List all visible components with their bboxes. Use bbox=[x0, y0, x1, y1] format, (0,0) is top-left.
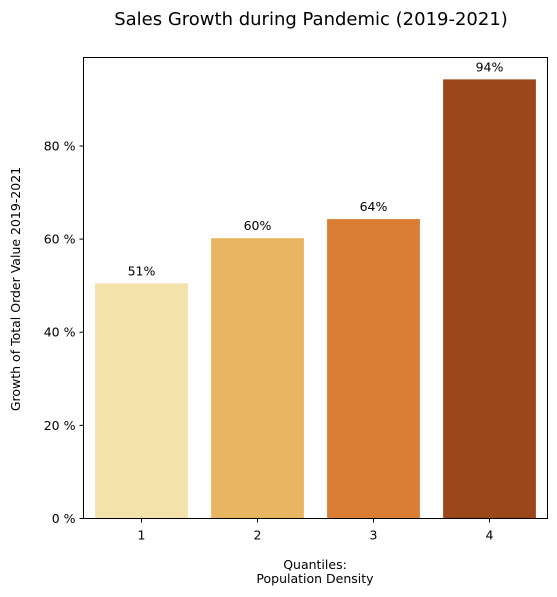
x-tick-label-2: 2 bbox=[254, 528, 262, 543]
data-labels-layer: 51% 60% 64% 94% bbox=[128, 59, 504, 278]
bar-2 bbox=[211, 238, 304, 519]
y-tick-label-60: 60 % bbox=[44, 232, 76, 247]
y-axis: 0 % 20 % 40 % 60 % 80 % bbox=[44, 138, 84, 526]
y-axis-label: Growth of Total Order Value 2019-2021 bbox=[8, 167, 23, 411]
x-axis-label-line1: Quantiles: bbox=[283, 557, 347, 572]
data-label-1: 51% bbox=[128, 263, 156, 278]
y-tick-label-40: 40 % bbox=[44, 325, 76, 340]
bar-3 bbox=[327, 219, 420, 519]
y-tick-label-80: 80 % bbox=[44, 138, 76, 153]
bars-layer bbox=[95, 79, 536, 519]
x-tick-label-1: 1 bbox=[138, 528, 146, 543]
data-label-3: 64% bbox=[360, 199, 388, 214]
x-tick-label-3: 3 bbox=[370, 528, 378, 543]
y-tick-label-0: 0 % bbox=[52, 511, 76, 526]
x-tick-label-4: 4 bbox=[486, 528, 494, 543]
x-axis-label-line2: Population Density bbox=[256, 571, 374, 586]
data-label-2: 60% bbox=[244, 218, 272, 233]
bar-1 bbox=[95, 283, 188, 519]
plot-frame bbox=[83, 57, 548, 519]
y-tick-label-20: 20 % bbox=[44, 418, 76, 433]
chart-title: Sales Growth during Pandemic (2019-2021) bbox=[114, 9, 508, 30]
x-axis: 1 2 3 4 bbox=[138, 518, 494, 543]
bar-4 bbox=[443, 79, 536, 519]
data-label-4: 94% bbox=[476, 59, 504, 74]
